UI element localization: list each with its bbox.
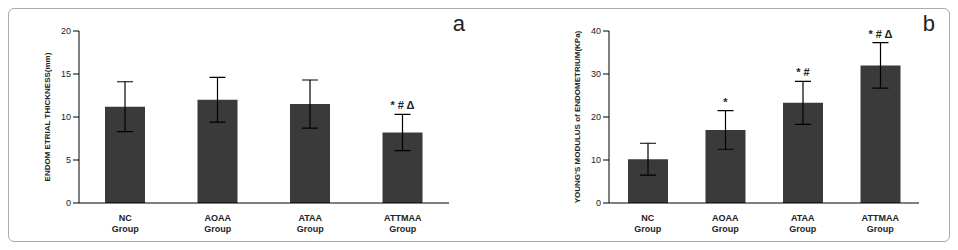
svg-text:ATTMAA: ATTMAA [384, 213, 422, 223]
svg-text:Group: Group [712, 224, 739, 234]
svg-text:0: 0 [66, 198, 71, 208]
svg-text:Group: Group [867, 224, 894, 234]
svg-text:* # Δ: * # Δ [868, 28, 892, 40]
svg-text:15: 15 [61, 69, 71, 79]
svg-text:10: 10 [61, 112, 71, 122]
svg-text:* #: * # [796, 66, 809, 78]
svg-text:5: 5 [66, 155, 71, 165]
svg-text:*: * [723, 96, 728, 108]
svg-text:Group: Group [634, 224, 661, 234]
svg-text:Group: Group [297, 224, 324, 234]
svg-text:ATAA: ATAA [791, 213, 815, 223]
svg-text:Group: Group [112, 224, 139, 234]
svg-text:YOUNG'S MODULUS of ENDOMETRIUM: YOUNG'S MODULUS of ENDOMETRIUM(KPa) [573, 30, 582, 203]
svg-text:30: 30 [591, 69, 601, 79]
svg-text:AOAA: AOAA [712, 213, 739, 223]
svg-text:20: 20 [61, 26, 71, 36]
svg-text:40: 40 [591, 26, 601, 36]
svg-text:ATAA: ATAA [298, 213, 322, 223]
svg-text:ATTMAA: ATTMAA [862, 213, 900, 223]
html-text:b: b [922, 11, 935, 36]
svg-text:0: 0 [596, 198, 601, 208]
svg-text:ENDOM ETRIAL THICKNESS(mm): ENDOM ETRIAL THICKNESS(mm) [43, 52, 52, 181]
svg-text:20: 20 [591, 112, 601, 122]
svg-text:10: 10 [591, 155, 601, 165]
svg-text:NC: NC [641, 213, 654, 223]
svg-text:AOAA: AOAA [205, 213, 232, 223]
svg-text:Group: Group [204, 224, 231, 234]
svg-text:Group: Group [389, 224, 416, 234]
html-text:a: a [452, 11, 465, 36]
svg-text:NC: NC [119, 213, 132, 223]
svg-text:Group: Group [789, 224, 816, 234]
svg-text:* # Δ: * # Δ [390, 99, 414, 111]
